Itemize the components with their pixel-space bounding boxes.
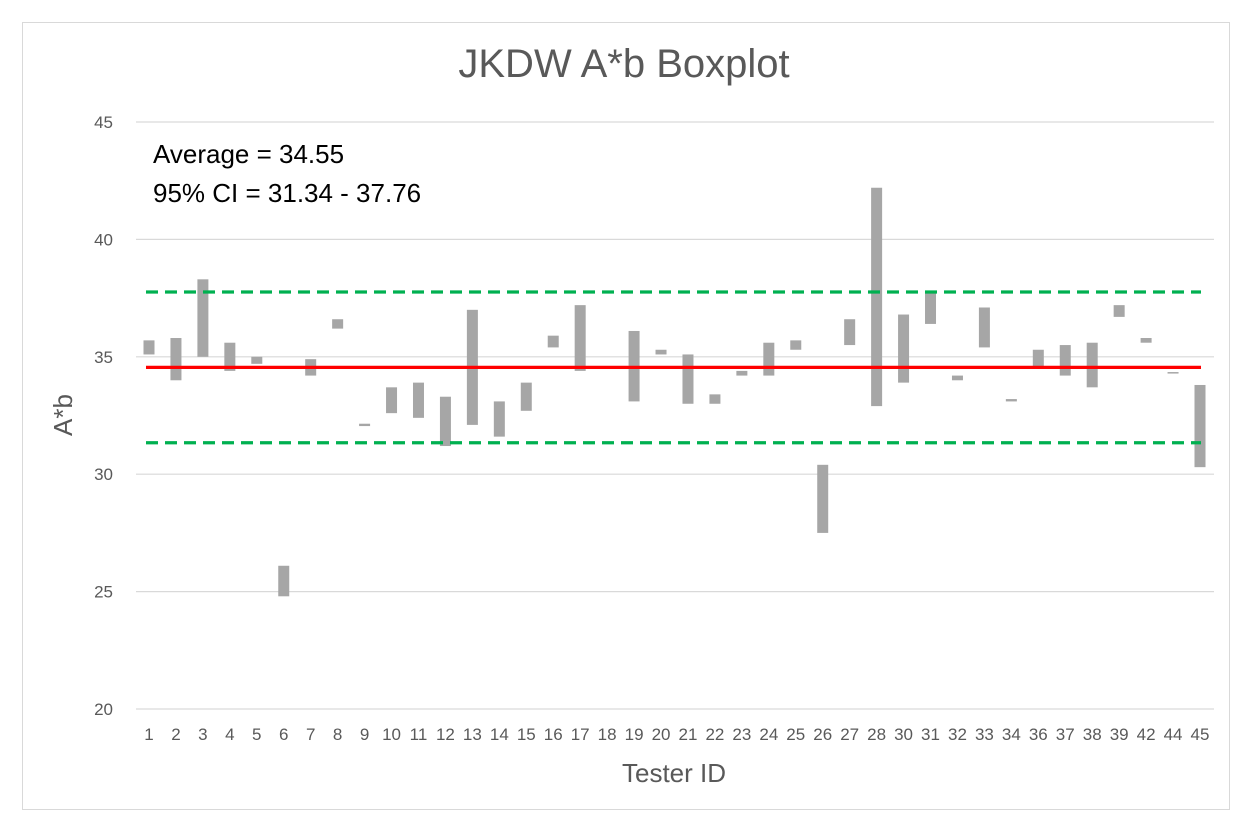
x-tick-label: 42 <box>1137 725 1156 744</box>
x-tick-label: 6 <box>279 725 288 744</box>
x-tick-label: 23 <box>732 725 751 744</box>
average-annotation: Average = 34.55 <box>153 139 344 169</box>
y-tick-label: 45 <box>94 113 113 132</box>
x-tick-label: 24 <box>759 725 778 744</box>
box-tester-22 <box>709 394 721 404</box>
x-tick-label: 30 <box>894 725 913 744</box>
y-tick-label: 25 <box>94 583 113 602</box>
box-tester-14 <box>493 401 505 437</box>
x-tick-label: 32 <box>948 725 967 744</box>
x-tick-label: 2 <box>171 725 180 744</box>
y-tick-labels: 20 25 30 35 40 45 <box>94 113 113 719</box>
chart-title: JKDW A*b Boxplot <box>458 42 790 86</box>
box-tester-16 <box>547 335 559 348</box>
box-tester-15 <box>520 382 532 411</box>
box-tester-26 <box>817 464 829 533</box>
ci-annotation: 95% CI = 31.34 - 37.76 <box>153 178 421 208</box>
x-tick-label: 22 <box>705 725 724 744</box>
y-tick-label: 35 <box>94 348 113 367</box>
box-tester-2 <box>170 338 182 381</box>
x-tick-label: 31 <box>921 725 940 744</box>
box-tester-32 <box>951 375 963 381</box>
box-tester-3 <box>197 279 209 357</box>
box-tester-24 <box>763 342 775 376</box>
box-tester-9 <box>359 423 371 427</box>
box-tester-34 <box>1005 399 1017 402</box>
x-tick-label: 28 <box>867 725 886 744</box>
x-tick-label: 21 <box>679 725 698 744</box>
x-tick-label: 44 <box>1164 725 1183 744</box>
x-tick-label: 33 <box>975 725 994 744</box>
box-tester-39 <box>1113 305 1125 317</box>
box-tester-31 <box>925 291 937 324</box>
x-tick-label: 9 <box>360 725 369 744</box>
box-tester-10 <box>386 387 398 414</box>
x-tick-label: 16 <box>544 725 563 744</box>
box-tester-17 <box>574 305 586 371</box>
box-tester-30 <box>898 314 910 383</box>
y-tick-label: 20 <box>94 700 113 719</box>
x-tick-label: 26 <box>813 725 832 744</box>
x-tick-label: 39 <box>1110 725 1129 744</box>
x-tick-label: 17 <box>571 725 590 744</box>
box-tester-11 <box>412 382 424 418</box>
x-tick-label: 4 <box>225 725 234 744</box>
box-tester-4 <box>224 342 236 371</box>
box-tester-1 <box>143 340 155 355</box>
box-tester-36 <box>1032 349 1044 367</box>
box-tester-20 <box>655 349 667 355</box>
x-tick-label: 7 <box>306 725 315 744</box>
x-tick-label: 18 <box>598 725 617 744</box>
chart-frame <box>22 22 1230 810</box>
box-tester-44 <box>1167 372 1179 374</box>
x-tick-label: 10 <box>382 725 401 744</box>
box-tester-25 <box>790 340 802 350</box>
x-tick-label: 27 <box>840 725 859 744</box>
box-tester-12 <box>439 396 451 447</box>
box-tester-38 <box>1086 342 1098 388</box>
x-tick-label: 19 <box>625 725 644 744</box>
x-tick-label: 11 <box>410 725 428 744</box>
gridlines <box>136 121 1214 710</box>
y-tick-label: 40 <box>94 230 113 249</box>
box-tester-45 <box>1194 384 1206 468</box>
x-tick-label: 15 <box>517 725 536 744</box>
x-tick-label: 13 <box>463 725 482 744</box>
x-tick-label: 25 <box>786 725 805 744</box>
x-tick-label: 5 <box>252 725 261 744</box>
box-tester-42 <box>1140 338 1152 343</box>
box-tester-33 <box>978 307 990 348</box>
reference-lines <box>146 290 1201 445</box>
y-tick-label: 30 <box>94 465 113 484</box>
box-tester-5 <box>251 356 263 364</box>
x-tick-label: 36 <box>1029 725 1048 744</box>
x-tick-label: 3 <box>198 725 207 744</box>
x-tick-label: 1 <box>144 725 153 744</box>
x-tick-label: 8 <box>333 725 342 744</box>
box-tester-21 <box>682 354 694 404</box>
x-axis-title: Tester ID <box>622 758 726 788</box>
box-tester-27 <box>844 319 856 346</box>
x-tick-label: 38 <box>1083 725 1102 744</box>
boxes <box>143 187 1206 597</box>
box-tester-37 <box>1059 345 1071 376</box>
x-tick-label: 34 <box>1002 725 1021 744</box>
x-tick-label: 12 <box>436 725 455 744</box>
box-tester-8 <box>332 319 344 329</box>
x-tick-label: 37 <box>1056 725 1075 744</box>
box-tester-6 <box>278 565 290 597</box>
x-tick-labels: 1 2 3 4 5 6 7 8 9 10 11 12 13 14 15 16 17 18 19 20 21 22 23 24 2… <box>144 725 1209 744</box>
x-tick-label: 20 <box>652 725 671 744</box>
x-tick-label: 14 <box>490 725 509 744</box>
box-tester-23 <box>736 370 748 376</box>
y-axis-title: A*b <box>48 394 78 436</box>
x-tick-label: 45 <box>1191 725 1210 744</box>
box-tester-28 <box>871 187 883 407</box>
